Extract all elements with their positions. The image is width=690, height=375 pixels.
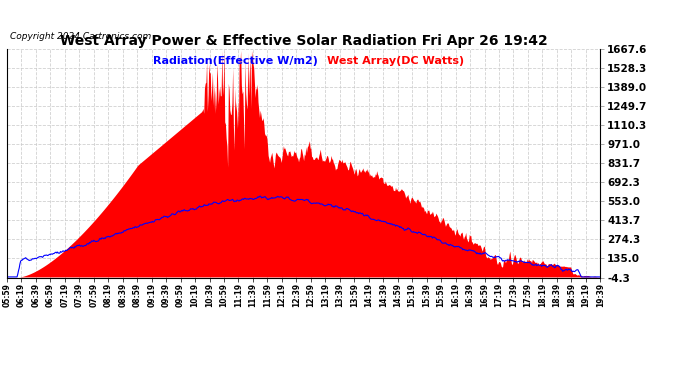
- Text: Copyright 2024 Cartronics.com: Copyright 2024 Cartronics.com: [10, 32, 152, 41]
- Text: West Array(DC Watts): West Array(DC Watts): [327, 56, 464, 66]
- Title: West Array Power & Effective Solar Radiation Fri Apr 26 19:42: West Array Power & Effective Solar Radia…: [60, 34, 547, 48]
- Text: Radiation(Effective W/m2): Radiation(Effective W/m2): [153, 56, 318, 66]
